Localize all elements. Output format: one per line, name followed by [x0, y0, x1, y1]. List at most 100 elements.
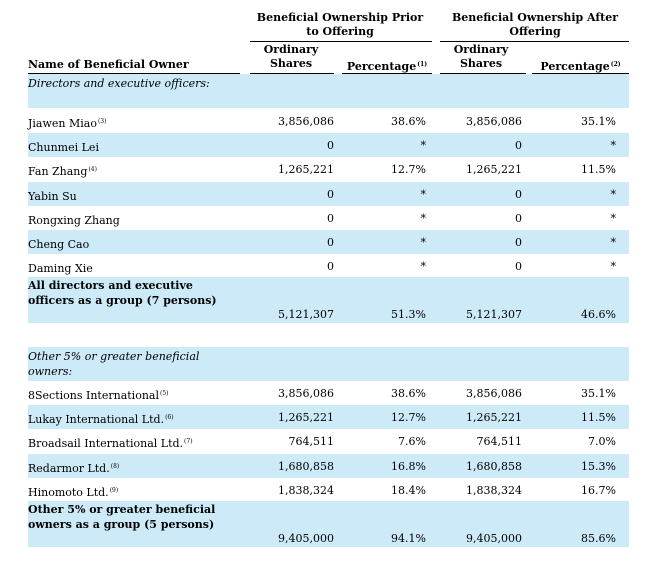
shares-prior: 0: [327, 211, 334, 225]
section-label: Directors and executive officers:: [28, 77, 210, 90]
pct-prior: *: [420, 187, 427, 201]
col-header-pct-prior: Percentage(1): [346, 60, 428, 73]
total-label: All directors and executive officers as …: [28, 279, 217, 307]
header-rule-after: [440, 41, 629, 42]
table-row: Rongxing Zhang 0 * 0 *: [0, 206, 647, 230]
pct-prior: 16.8%: [391, 459, 426, 473]
owner-name: Cheng Cao: [28, 238, 90, 251]
shares-after: 1,265,221: [466, 411, 522, 425]
shares-prior: 0: [327, 260, 334, 274]
col-header-shares-after: Ordinary Shares: [453, 43, 509, 70]
shares-prior: 3,856,086: [278, 115, 334, 128]
section-label: Other 5% or greater beneficial owners:: [28, 350, 200, 378]
total-shares-after: 9,405,000: [466, 532, 522, 545]
shares-prior: 0: [327, 187, 334, 201]
shares-prior: 1,838,324: [278, 483, 334, 497]
table-row: Fan Zhang(4) 1,265,221 12.7% 1,265,221 11.5%: [0, 157, 647, 181]
pct-after: *: [610, 260, 617, 274]
table-row: Yabin Su 0 * 0 *: [0, 181, 647, 206]
shares-prior: 764,511: [288, 435, 335, 449]
col-rule-shares-prior: [250, 73, 334, 74]
owner-name: Hinomoto Ltd.(9): [28, 485, 119, 499]
owner-name: Chunmei Lei: [28, 141, 99, 155]
total-shares-after: 5,121,307: [466, 308, 522, 321]
owner-name: Broadsail International Ltd.(7): [28, 437, 193, 451]
pct-prior: *: [420, 211, 427, 225]
table-row: Daming Xie 0 * 0 *: [0, 254, 647, 278]
owner-name: Fan Zhang(4): [28, 165, 97, 179]
table-row-total: All directors and executive officers as …: [0, 277, 647, 323]
pct-prior: 38.6%: [391, 115, 426, 128]
group-header-prior: Beneficial Ownership Prior to Offering: [256, 11, 424, 38]
pct-after: *: [610, 236, 617, 249]
total-pct-prior: 94.1%: [391, 532, 426, 545]
table-row: Lukay International Ltd.(6) 1,265,221 12.7…: [0, 405, 647, 430]
header-rule-prior: [250, 41, 432, 42]
shares-prior: 0: [327, 139, 334, 153]
pct-after: *: [610, 139, 617, 153]
total-pct-after: 85.6%: [581, 532, 616, 545]
owner-name: Yabin Su: [28, 189, 77, 203]
shares-prior: 1,265,221: [278, 411, 334, 425]
owner-name: Daming Xie: [28, 262, 93, 276]
shares-after: 0: [515, 260, 522, 274]
col-rule-name: [28, 73, 240, 74]
total-shares-prior: 9,405,000: [278, 532, 334, 545]
col-rule-pct-after: [532, 73, 629, 74]
total-pct-after: 46.6%: [581, 308, 616, 321]
table-row: Hinomoto Ltd.(9) 1,838,324 18.4% 1,838,324 1…: [0, 478, 647, 502]
owner-name: Rongxing Zhang: [28, 213, 120, 227]
pct-prior: 18.4%: [391, 483, 426, 497]
shares-after: 1,265,221: [466, 163, 522, 177]
table-row: Cheng Cao 0 * 0 *: [0, 230, 647, 255]
shares-after: 3,856,086: [466, 387, 522, 400]
owner-name: Lukay International Ltd.(6): [28, 413, 174, 427]
col-rule-pct-prior: [342, 73, 432, 74]
pct-prior: *: [420, 236, 427, 249]
pct-prior: *: [420, 260, 427, 274]
col-header-shares-prior: Ordinary Shares: [263, 43, 319, 70]
shares-after: 0: [515, 139, 522, 153]
table-row: Redarmor Ltd.(8) 1,680,858 16.8% 1,680,858 1…: [0, 453, 647, 478]
pct-after: 16.7%: [581, 483, 616, 497]
pct-after: *: [610, 187, 617, 201]
table-row: Chunmei Lei 0 * 0 *: [0, 133, 647, 158]
shares-after: 764,511: [476, 435, 523, 449]
total-shares-prior: 5,121,307: [278, 308, 334, 321]
pct-after: 15.3%: [581, 459, 616, 473]
total-pct-prior: 51.3%: [391, 308, 426, 321]
col-header-name: Name of Beneficial Owner: [28, 58, 189, 71]
group-header-after: Beneficial Ownership After Offering: [452, 11, 618, 38]
shares-after: 3,856,086: [466, 115, 522, 128]
pct-prior: 12.7%: [391, 411, 426, 425]
pct-after: 35.1%: [581, 387, 616, 400]
table-row: 8Sections International(5) 3,856,086 38.6%…: [0, 381, 647, 405]
owner-name: 8Sections International(5): [28, 389, 169, 402]
owner-name: Redarmor Ltd.(8): [28, 461, 120, 475]
pct-after: 11.5%: [581, 411, 616, 425]
section-header-directors: Directors and executive officers:: [0, 74, 647, 108]
total-label: Other 5% or greater beneficial owners as…: [28, 503, 216, 531]
table-row: Jiawen Miao(3) 3,856,086 38.6% 3,856,086 35.…: [0, 109, 647, 133]
owner-name: Jiawen Miao(3): [28, 117, 107, 130]
section-header-others: Other 5% or greater beneficial owners:: [0, 347, 647, 381]
pct-after: 11.5%: [581, 163, 616, 177]
pct-prior: *: [420, 139, 427, 153]
shares-after: 1,680,858: [466, 459, 522, 473]
pct-after: 35.1%: [581, 115, 616, 128]
shares-after: 0: [515, 187, 522, 201]
shares-prior: 1,265,221: [278, 163, 334, 177]
shares-after: 0: [515, 236, 522, 249]
col-rule-shares-after: [440, 73, 526, 74]
shares-prior: 0: [327, 236, 334, 249]
shares-prior: 1,680,858: [278, 459, 334, 473]
shares-after: 1,838,324: [466, 483, 522, 497]
shares-prior: 3,856,086: [278, 387, 334, 400]
col-header-pct-after: Percentage(2): [540, 60, 621, 73]
pct-after: 7.0%: [588, 435, 616, 449]
pct-prior: 7.6%: [398, 435, 426, 449]
table-row: Broadsail International Ltd.(7) 764,511 7.…: [0, 429, 647, 453]
pct-prior: 38.6%: [391, 387, 426, 400]
pct-after: *: [610, 211, 617, 225]
